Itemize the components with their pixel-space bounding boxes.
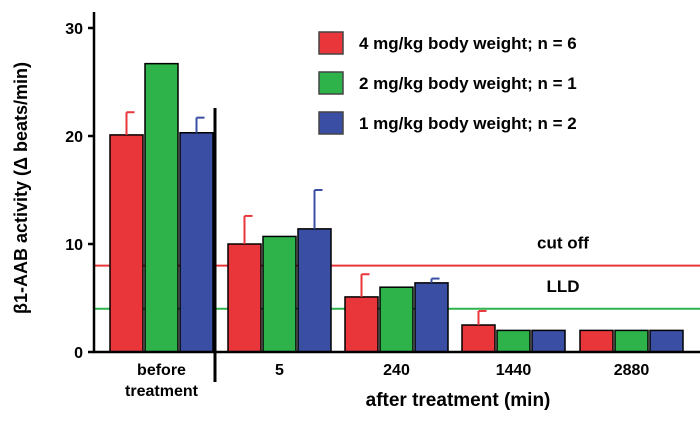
bar xyxy=(109,134,144,353)
bar xyxy=(262,235,297,353)
legend-label: 4 mg/kg body weight; n = 6 xyxy=(359,34,577,53)
bar xyxy=(379,286,414,353)
bar xyxy=(614,329,649,353)
bar xyxy=(344,296,379,353)
bar xyxy=(579,329,614,353)
bar xyxy=(461,324,496,353)
legend: 4 mg/kg body weight; n = 6 2 mg/kg body w… xyxy=(318,31,577,135)
x-category-label: before xyxy=(137,362,186,379)
legend-swatch xyxy=(318,111,344,135)
legend-label: 1 mg/kg body weight; n = 2 xyxy=(359,114,577,133)
x-category-label: 2880 xyxy=(614,362,650,379)
legend-swatch xyxy=(318,31,344,55)
bar xyxy=(227,243,262,353)
x-category-label: 1440 xyxy=(496,362,532,379)
y-tick-label: 30 xyxy=(65,21,83,38)
reference-line-label: LLD xyxy=(546,277,579,296)
x-category-label: 5 xyxy=(275,362,284,379)
x-axis-label: after treatment (min) xyxy=(366,390,551,411)
y-tick-label: 20 xyxy=(65,129,83,146)
x-category-label: treatment xyxy=(125,383,199,400)
bar xyxy=(297,228,332,353)
y-tick-label: 0 xyxy=(74,345,83,362)
bar xyxy=(144,62,179,353)
x-category-label: 240 xyxy=(383,362,410,379)
reference-line-label: cut off xyxy=(537,234,589,253)
bar xyxy=(414,282,449,353)
bar xyxy=(649,329,684,353)
legend-swatch xyxy=(318,71,344,95)
legend-label: 2 mg/kg body weight; n = 1 xyxy=(359,74,577,93)
y-axis-label: β1-AAB activity (Δ beats/min) xyxy=(11,62,31,314)
bar xyxy=(531,329,566,353)
bar xyxy=(496,329,531,353)
y-tick-label: 10 xyxy=(65,237,83,254)
bar xyxy=(179,132,214,353)
